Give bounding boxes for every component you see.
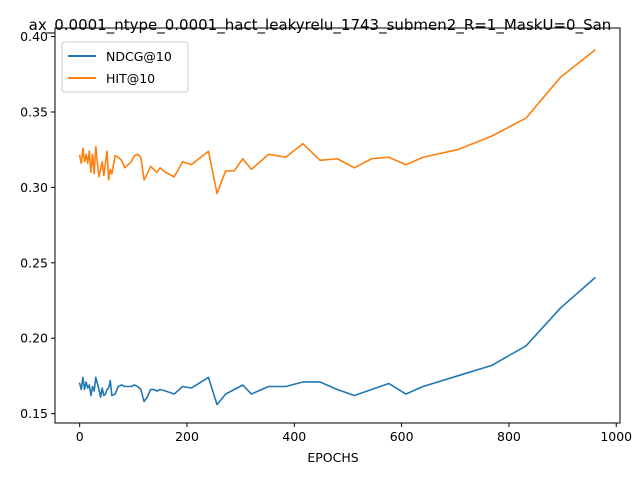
y-axis: 0.15 0.20 0.25 0.30 0.35 0.40 — [20, 29, 55, 421]
y-tick-label: 0.20 — [20, 331, 48, 346]
x-tick-label: 0 — [76, 429, 84, 444]
x-tick-label: 800 — [497, 429, 521, 444]
x-tick-label: 400 — [282, 429, 306, 444]
plot-area — [54, 27, 621, 424]
x-tick-label: 200 — [175, 429, 199, 444]
legend: NDCG@10 HIT@10 — [61, 41, 189, 93]
legend-label-hit: HIT@10 — [106, 71, 155, 86]
series-lines — [78, 49, 596, 406]
y-tick-label: 0.30 — [20, 180, 48, 195]
legend-box — [61, 41, 189, 93]
y-tick-label: 0.15 — [20, 406, 48, 421]
x-axis-label: EPOCHS — [307, 450, 358, 465]
chart-title: ax_0.0001_ntype_0.0001_hact_leakyrelu_17… — [29, 16, 612, 35]
x-tick-label: 600 — [390, 429, 414, 444]
series-line-ndcg — [78, 276, 596, 406]
x-tick-label: 1000 — [600, 429, 632, 444]
y-tick-label: 0.25 — [20, 255, 48, 270]
y-tick-label: 0.35 — [20, 105, 48, 120]
y-tick-label: 0.40 — [20, 29, 48, 44]
x-axis: 0 200 400 600 800 1000 — [76, 423, 632, 444]
legend-label-ndcg: NDCG@10 — [106, 49, 172, 64]
series-line-hit — [78, 49, 596, 195]
